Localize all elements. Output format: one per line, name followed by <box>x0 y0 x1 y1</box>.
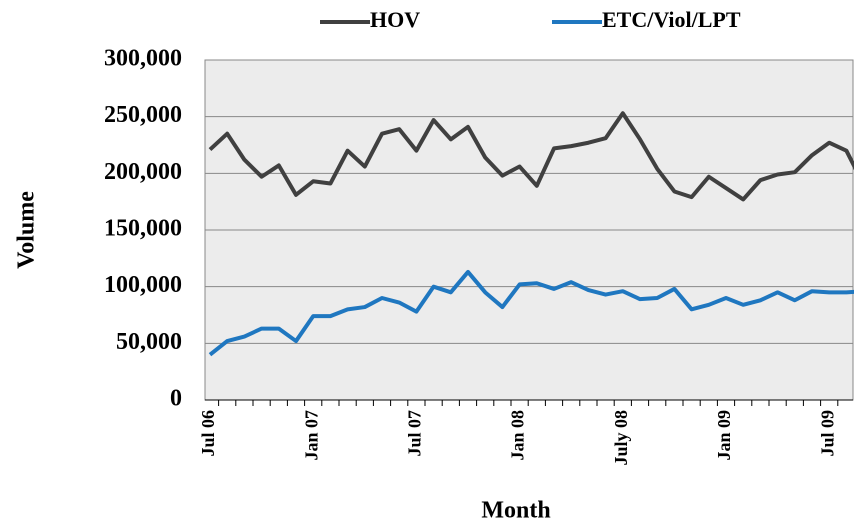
x-tick-label: Jul 07 <box>405 410 425 457</box>
y-tick-label: 50,000 <box>116 329 182 355</box>
y-tick-label: 200,000 <box>104 159 182 185</box>
y-axis-label: Volume <box>14 191 40 269</box>
y-tick-label: 100,000 <box>104 272 182 298</box>
y-tick-label: 250,000 <box>104 102 182 128</box>
x-tick-label: Jul 06 <box>198 410 218 457</box>
x-tick-label: Jan 08 <box>508 410 528 461</box>
x-tick-label: Jan 07 <box>301 410 321 461</box>
y-tick-label: 150,000 <box>104 216 182 242</box>
y-tick-label: 300,000 <box>104 46 182 72</box>
x-axis-label: Month <box>481 498 550 524</box>
x-tick-label: Jul 09 <box>817 410 837 457</box>
series-line <box>208 269 854 357</box>
legend-label: ETC/Viol/LPT <box>602 7 741 32</box>
x-tick-label: July 08 <box>611 410 631 466</box>
legend-label: HOV <box>370 7 420 32</box>
x-tick-label: Jan 09 <box>714 410 734 461</box>
y-tick-label: 0 <box>170 386 182 412</box>
series-line <box>208 111 854 202</box>
